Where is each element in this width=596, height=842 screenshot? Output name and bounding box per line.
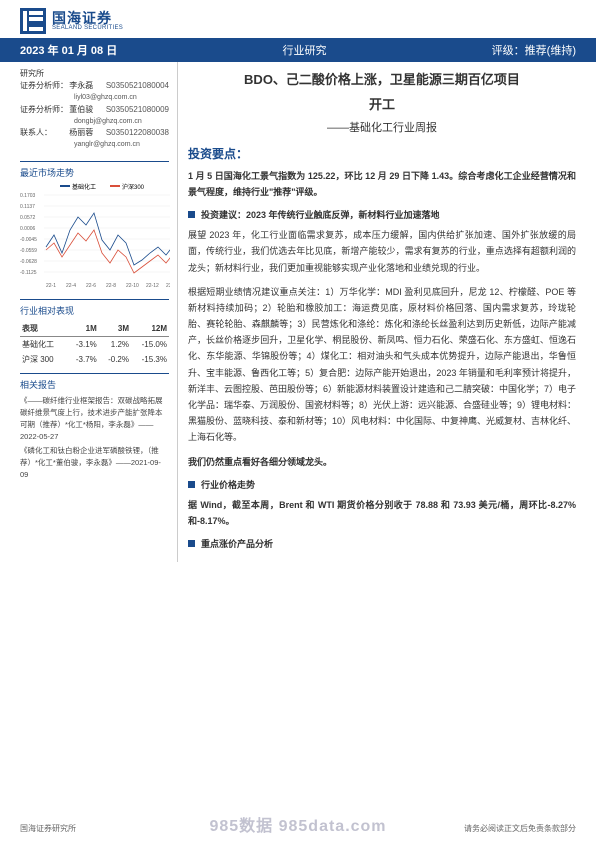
paragraph: 1 月 5 日国海化工景气指数为 125.22，环比 12 月 29 日下降 1… bbox=[188, 168, 576, 200]
report-title-line2: 开工 bbox=[188, 93, 576, 116]
sidebar: 研究所 证券分析师：李永磊S0350521080004liyl03@ghzq.c… bbox=[0, 62, 178, 562]
svg-text:-0.0628: -0.0628 bbox=[20, 259, 37, 265]
svg-text:基础化工: 基础化工 bbox=[72, 183, 96, 191]
divider bbox=[20, 161, 169, 162]
paragraph: 展望 2023 年，化工行业面临需求复苏，成本压力缓解，国内供给扩张加速、国外扩… bbox=[188, 227, 576, 276]
table-header: 3M bbox=[99, 321, 131, 337]
svg-text:-0.1125: -0.1125 bbox=[20, 270, 37, 276]
footer-right: 请务必阅读正文后免责条款部分 bbox=[464, 823, 576, 834]
footer-left: 国海证券研究所 bbox=[20, 823, 76, 834]
table-header: 1M bbox=[67, 321, 99, 337]
divider bbox=[20, 373, 169, 374]
report-header: 国海证券 SEALAND SECURITIES bbox=[0, 0, 596, 38]
related-reports: 《——碳纤维行业框架报告：双碳战略拓展碳纤维景气度上行，技术进步产能扩张降本可期… bbox=[20, 395, 169, 481]
paragraph: 根据短期业绩情况建议重点关注：1）万华化学：MDI 盈利见底回升，尼龙 12、柠… bbox=[188, 284, 576, 446]
analyst-row: 证券分析师：董伯骏S0350521080009 bbox=[20, 104, 169, 116]
logo-icon bbox=[20, 8, 46, 34]
logo-text-cn: 国海证券 bbox=[52, 11, 123, 25]
bullet-investment-advice: 投资建议：2023 年传统行业触底反弹，新材料行业加速落地 bbox=[188, 208, 576, 221]
svg-text:0.0572: 0.0572 bbox=[20, 215, 36, 221]
report-date: 2023 年 01 月 08 日 bbox=[20, 42, 117, 58]
svg-text:22-10: 22-10 bbox=[126, 283, 139, 289]
related-report-item: 《磷化工和钛白粉企业进军磷酸铁锂，（推荐）*化工*董伯骏，李永磊》——2021-… bbox=[20, 445, 169, 481]
bullet-icon bbox=[188, 540, 195, 547]
svg-text:-0.0045: -0.0045 bbox=[20, 237, 37, 243]
related-report-item: 《——碳纤维行业框架报告：双碳战略拓展碳纤维景气度上行，技术进步产能扩张降本可期… bbox=[20, 395, 169, 443]
report-rating: 评级：推荐(维持) bbox=[492, 42, 576, 58]
performance-table: 表现1M3M12M 基础化工-3.1%1.2%-15.0%沪深 300-3.7%… bbox=[20, 321, 169, 367]
svg-text:22-4: 22-4 bbox=[66, 283, 76, 289]
report-category: 行业研究 bbox=[117, 42, 491, 58]
perf-title: 行业相对表现 bbox=[20, 304, 169, 317]
analyst-email: liyl03@ghzq.com.cn bbox=[74, 93, 169, 104]
analyst-block: 研究所 证券分析师：李永磊S0350521080004liyl03@ghzq.c… bbox=[20, 68, 169, 151]
company-logo: 国海证券 SEALAND SECURITIES bbox=[20, 8, 123, 34]
analyst-row: 联系人：杨丽蓉S0350122080038 bbox=[20, 127, 169, 139]
divider bbox=[20, 299, 169, 300]
main-content: BDO、己二酸价格上涨，卫星能源三期百亿项目 开工 ——基础化工行业周报 投资要… bbox=[178, 62, 596, 562]
bullet-price-analysis: 重点涨价产品分析 bbox=[188, 537, 576, 550]
related-title: 相关报告 bbox=[20, 378, 169, 391]
investment-points-heading: 投资要点： bbox=[188, 145, 576, 162]
watermark: 985数据 985data.com bbox=[209, 812, 386, 836]
paragraph: 我们仍然重点看好各细分领域龙头。 bbox=[188, 454, 576, 470]
paragraph: 据 Wind，截至本周，Brent 和 WTI 期货价格分别收于 78.88 和… bbox=[188, 497, 576, 529]
analyst-email: yanglr@ghzq.com.cn bbox=[74, 140, 169, 151]
svg-text:0.0006: 0.0006 bbox=[20, 226, 36, 232]
svg-text:22-1: 22-1 bbox=[46, 283, 56, 289]
report-title-line1: BDO、己二酸价格上涨，卫星能源三期百亿项目 bbox=[188, 68, 576, 91]
logo-text-en: SEALAND SECURITIES bbox=[52, 25, 123, 31]
table-row: 沪深 300-3.7%-0.2%-15.3% bbox=[20, 352, 169, 367]
analyst-row: 证券分析师：李永磊S0350521080004 bbox=[20, 80, 169, 92]
org-label: 研究所 bbox=[20, 68, 169, 80]
report-subtitle: ——基础化工行业周报 bbox=[188, 119, 576, 135]
market-trend-title: 最近市场走势 bbox=[20, 166, 169, 179]
svg-text:0.1137: 0.1137 bbox=[20, 204, 35, 210]
bullet-icon bbox=[188, 481, 195, 488]
svg-text:0.1703: 0.1703 bbox=[20, 193, 36, 199]
svg-text:22-12: 22-12 bbox=[146, 283, 159, 289]
analyst-email: dongbj@ghzq.com.cn bbox=[74, 117, 169, 128]
date-bar: 2023 年 01 月 08 日 行业研究 评级：推荐(维持) bbox=[0, 38, 596, 62]
svg-text:-0.0559: -0.0559 bbox=[20, 248, 37, 254]
svg-text:22-8: 22-8 bbox=[106, 283, 116, 289]
svg-text:23-1: 23-1 bbox=[166, 283, 170, 289]
market-trend-chart: 基础化工 沪深300 0.1703 0.1137 0.0572 0.0006 -0.0045… bbox=[20, 183, 169, 293]
bullet-price-trend: 行业价格走势 bbox=[188, 478, 576, 491]
table-header: 12M bbox=[131, 321, 169, 337]
bullet-icon bbox=[188, 211, 195, 218]
table-row: 基础化工-3.1%1.2%-15.0% bbox=[20, 336, 169, 352]
table-header: 表现 bbox=[20, 321, 67, 337]
svg-text:沪深300: 沪深300 bbox=[122, 183, 145, 191]
svg-text:22-6: 22-6 bbox=[86, 283, 96, 289]
